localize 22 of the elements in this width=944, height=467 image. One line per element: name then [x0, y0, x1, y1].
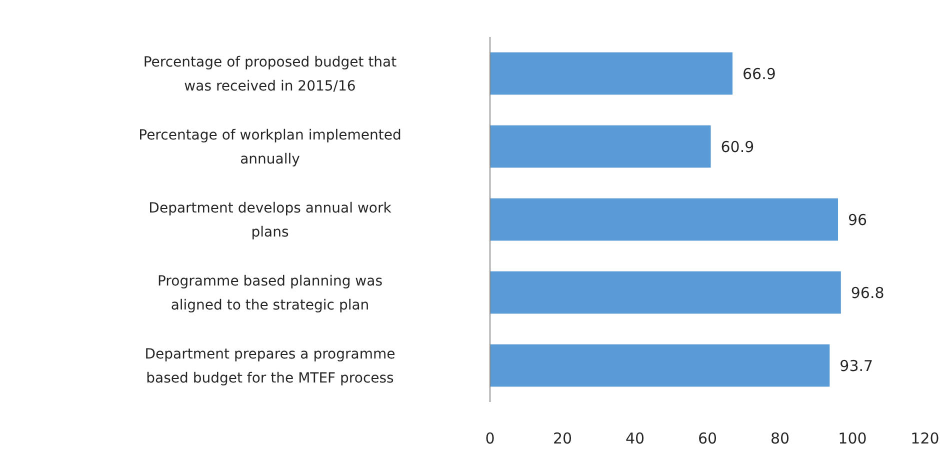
bar — [490, 344, 830, 387]
y-tick-label: Department prepares a programme based budget for the MTEF process — [144, 346, 396, 386]
y-tick-label: Department develops annual work plans — [148, 200, 392, 240]
data-label: 93.7 — [840, 356, 874, 375]
y-tick-label: Percentage of proposed budget that was received in 2015/16 — [143, 54, 398, 94]
bar — [490, 271, 841, 314]
bar — [490, 52, 733, 95]
y-tick-label: Percentage of workplan implemented annually — [138, 127, 402, 168]
data-label: 96.8 — [850, 284, 884, 302]
bar — [490, 198, 838, 241]
x-tick-label: 60 — [698, 429, 718, 448]
x-tick-label: 120 — [910, 429, 940, 448]
x-tick-label: 20 — [552, 429, 572, 448]
x-tick-label: 0 — [485, 429, 495, 448]
bar — [490, 125, 711, 168]
x-tick-label: 80 — [770, 429, 790, 448]
data-label: 66.9 — [742, 64, 776, 83]
x-tick-label: 40 — [625, 429, 645, 448]
data-label: 60.9 — [720, 138, 754, 156]
data-label: 96 — [848, 210, 868, 229]
y-tick-label: Programme based planning was aligned to the strategic plan — [157, 273, 383, 314]
x-tick-label: 100 — [838, 429, 867, 448]
